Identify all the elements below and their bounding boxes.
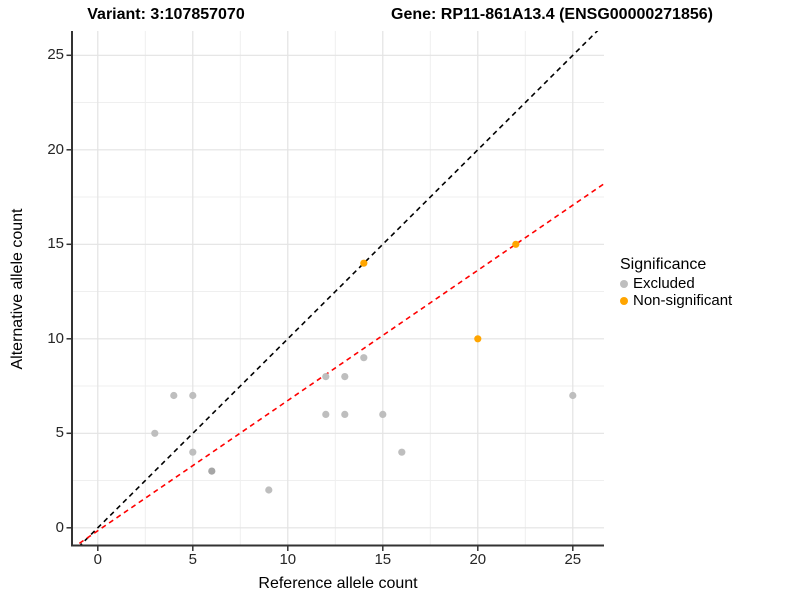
x-axis-label: Reference allele count [258,575,418,592]
data-point-excluded [569,391,577,400]
data-point-excluded [360,354,368,362]
x-tick-label: 20 [469,551,487,568]
data-point-excluded [189,391,197,400]
legend-item-label: Non-significant [633,292,733,309]
data-point-non-significant [360,259,368,267]
identity-line [78,31,599,546]
y-tick-label: 5 [55,424,64,442]
legend-dot-icon [620,296,628,305]
data-point-excluded [341,373,349,381]
data-point-excluded [151,429,159,437]
data-point-excluded [322,410,330,418]
data-point-excluded [265,486,273,494]
data-point-excluded [208,467,216,475]
x-tick-label: 10 [279,551,297,568]
x-tick-label: 15 [374,551,392,568]
y-tick-label: 10 [47,329,64,347]
y-tick-label: 25 [47,46,64,64]
y-tick-label: 15 [47,235,64,253]
legend-dot-icon [620,279,628,288]
x-tick-label: 5 [188,551,197,568]
data-point-excluded [398,448,406,456]
regression-line [74,183,604,546]
data-point-excluded [379,410,387,418]
data-point-non-significant [474,335,482,343]
data-point-excluded [322,373,330,381]
x-tick-label: 25 [564,551,582,568]
y-tick-label: 0 [55,518,64,536]
data-point-excluded [189,448,197,456]
plot-title-gene: Gene: RP11-861A13.4 (ENSG00000271856) [391,6,713,23]
legend-items: Excluded Non-significant [620,275,732,309]
data-point-non-significant [512,240,520,248]
legend: Significance Excluded Non-significant [620,255,732,309]
legend-item: Excluded [620,275,732,292]
data-point-excluded [341,410,349,418]
y-axis-label: Alternative allele count [9,208,26,370]
data-point-excluded [170,391,178,400]
x-tick-label: 0 [93,551,102,568]
legend-item: Non-significant [620,292,732,309]
legend-item-label: Excluded [633,275,695,292]
plot-title-variant: Variant: 3:107857070 [87,6,245,23]
legend-title: Significance [620,256,707,273]
y-tick-label: 20 [47,140,64,158]
